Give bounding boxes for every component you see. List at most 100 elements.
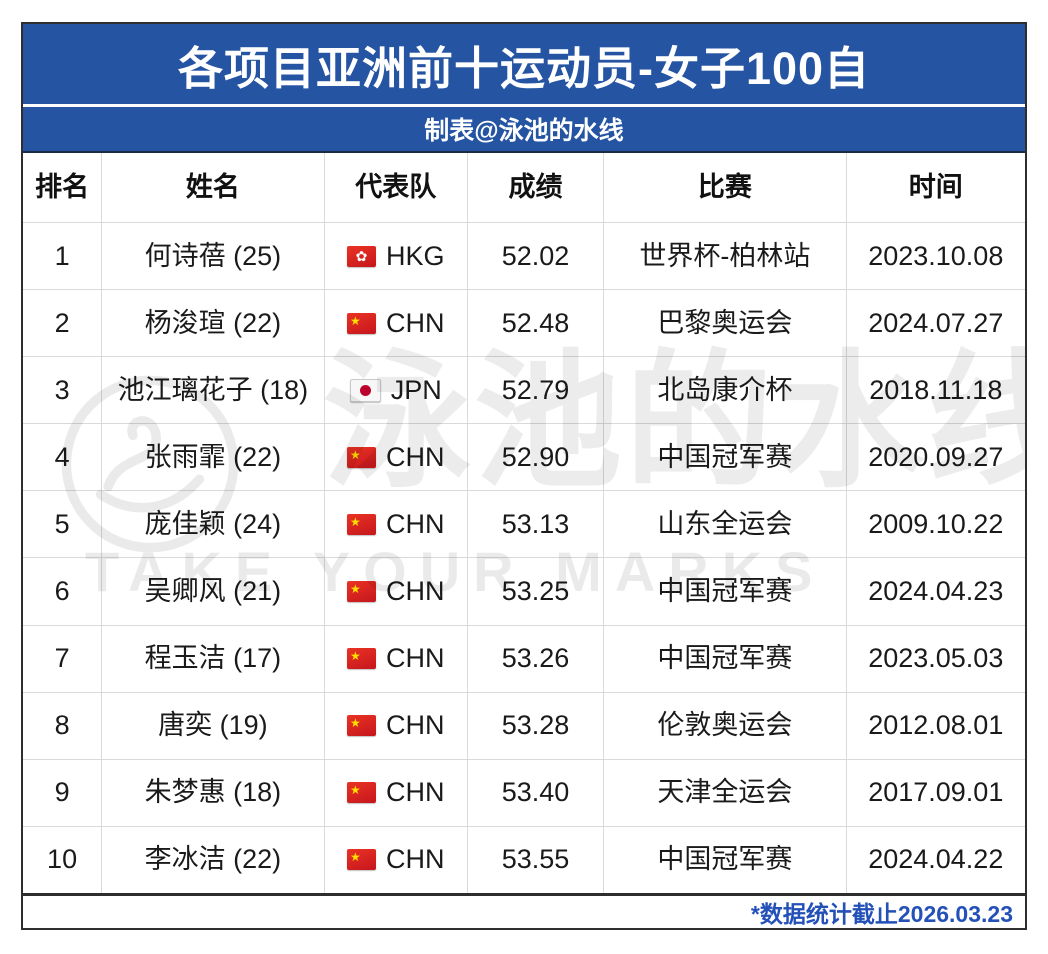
team-cell: CHN	[325, 424, 468, 491]
team-code: CHN	[385, 710, 445, 741]
team-cell: CHN	[325, 759, 468, 826]
team-cell: CHN	[325, 625, 468, 692]
date-cell: 2023.05.03	[868, 643, 1004, 674]
result-cell: 53.28	[468, 692, 605, 759]
team-flag-icon	[346, 715, 376, 737]
date-cell: 2020.09.27	[868, 441, 1004, 472]
date-cell: 2012.08.01	[868, 710, 1004, 741]
result-cell: 52.79	[468, 357, 605, 424]
rank-cell: 2	[23, 290, 103, 357]
name-cell: 程玉洁 (17)	[102, 625, 325, 692]
name-cell: 张雨霏 (22)	[102, 424, 325, 491]
result-cell: 53.40	[468, 759, 605, 826]
team-code: CHN	[385, 777, 445, 808]
meet-cell: 伦敦奥运会	[604, 692, 847, 759]
team-code: JPN	[390, 374, 442, 405]
meet-cell: 巴黎奥运会	[604, 290, 847, 357]
header-name: 姓名	[102, 153, 325, 222]
result-cell: 52.02	[468, 223, 605, 290]
team-flag-icon	[346, 581, 376, 603]
date-cell: 2024.07.27	[868, 307, 1004, 338]
ranking-table-board: 各项目亚洲前十运动员-女子100自 制表@泳池的水线 排名 姓名 代表队 成绩 …	[21, 22, 1027, 930]
meet-cell: 中国冠军赛	[604, 424, 847, 491]
name-cell: 朱梦惠 (18)	[102, 759, 325, 826]
result-cell: 52.48	[468, 290, 605, 357]
rank-cell: 4	[23, 424, 103, 491]
name-cell: 池江璃花子 (18)	[102, 357, 325, 424]
rank-cell: 7	[23, 625, 103, 692]
team-cell: CHN	[325, 692, 468, 759]
header-meet: 比赛	[604, 153, 847, 222]
rank-cell: 8	[23, 692, 103, 759]
team-flag-icon	[346, 312, 376, 334]
meet-cell: 世界杯-柏林站	[604, 223, 847, 290]
footnote-text: *数据统计截止2026.03.23	[750, 901, 1013, 927]
rank-cell: 10	[23, 826, 103, 893]
team-cell: CHN	[325, 491, 468, 558]
date-cell: 2023.10.08	[868, 240, 1004, 271]
table-header-row: 排名 姓名 代表队 成绩 比赛 时间	[23, 153, 1025, 223]
header-rank: 排名	[23, 153, 103, 222]
rank-cell: 5	[23, 491, 103, 558]
header-date: 时间	[908, 171, 963, 202]
team-flag-icon	[346, 648, 376, 670]
meet-cell: 中国冠军赛	[604, 558, 847, 625]
team-code: CHN	[385, 441, 445, 472]
name-cell: 杨浚瑄 (22)	[102, 290, 325, 357]
team-cell: HKG	[325, 223, 468, 290]
rank-cell: 6	[23, 558, 103, 625]
result-cell: 53.25	[468, 558, 605, 625]
rank-cell: 3	[23, 357, 103, 424]
header-team: 代表队	[325, 153, 468, 222]
result-cell: 53.26	[468, 625, 605, 692]
team-flag-icon	[346, 513, 376, 535]
team-code: CHN	[385, 643, 445, 674]
name-cell: 唐奕 (19)	[102, 692, 325, 759]
result-cell: 53.13	[468, 491, 605, 558]
team-flag-icon	[346, 245, 376, 267]
result-cell: 53.55	[468, 826, 605, 893]
team-code: HKG	[385, 240, 445, 271]
rank-cell: 9	[23, 759, 103, 826]
date-cell: 2017.09.01	[868, 777, 1004, 808]
rank-cell: 1	[23, 223, 103, 290]
meet-cell: 天津全运会	[604, 759, 847, 826]
meet-cell: 中国冠军赛	[604, 826, 847, 893]
table-footer: *数据统计截止2026.03.23	[23, 893, 1025, 928]
date-cell: 2024.04.22	[868, 844, 1004, 875]
date-cell: 2018.11.18	[869, 374, 1003, 405]
team-flag-icon	[349, 378, 381, 402]
meet-cell: 山东全运会	[604, 491, 847, 558]
team-code: CHN	[385, 575, 445, 606]
table-row: 3 池江璃花子 (18) JPN 52.79 北岛康介杯 2018.11.18	[23, 357, 1025, 425]
team-cell: JPN	[325, 357, 468, 424]
name-cell: 吴卿风 (21)	[102, 558, 325, 625]
team-cell: CHN	[325, 826, 468, 893]
name-cell: 庞佳颖 (24)	[102, 491, 325, 558]
team-code: CHN	[385, 508, 445, 539]
page-title: 各项目亚洲前十运动员-女子100自	[23, 24, 1025, 104]
meet-cell: 北岛康介杯	[604, 357, 847, 424]
meet-cell: 中国冠军赛	[604, 625, 847, 692]
name-cell: 李冰洁 (22)	[102, 826, 325, 893]
team-flag-icon	[346, 782, 376, 804]
header-result: 成绩	[468, 153, 605, 222]
team-flag-icon	[346, 446, 376, 468]
date-cell: 2024.04.23	[868, 575, 1004, 606]
result-cell: 52.90	[468, 424, 605, 491]
date-cell: 2009.10.22	[868, 508, 1004, 539]
name-cell: 何诗蓓 (25)	[102, 223, 325, 290]
team-cell: CHN	[325, 558, 468, 625]
page-subtitle: 制表@泳池的水线	[23, 107, 1025, 153]
title-divider	[23, 104, 1025, 107]
team-cell: CHN	[325, 290, 468, 357]
